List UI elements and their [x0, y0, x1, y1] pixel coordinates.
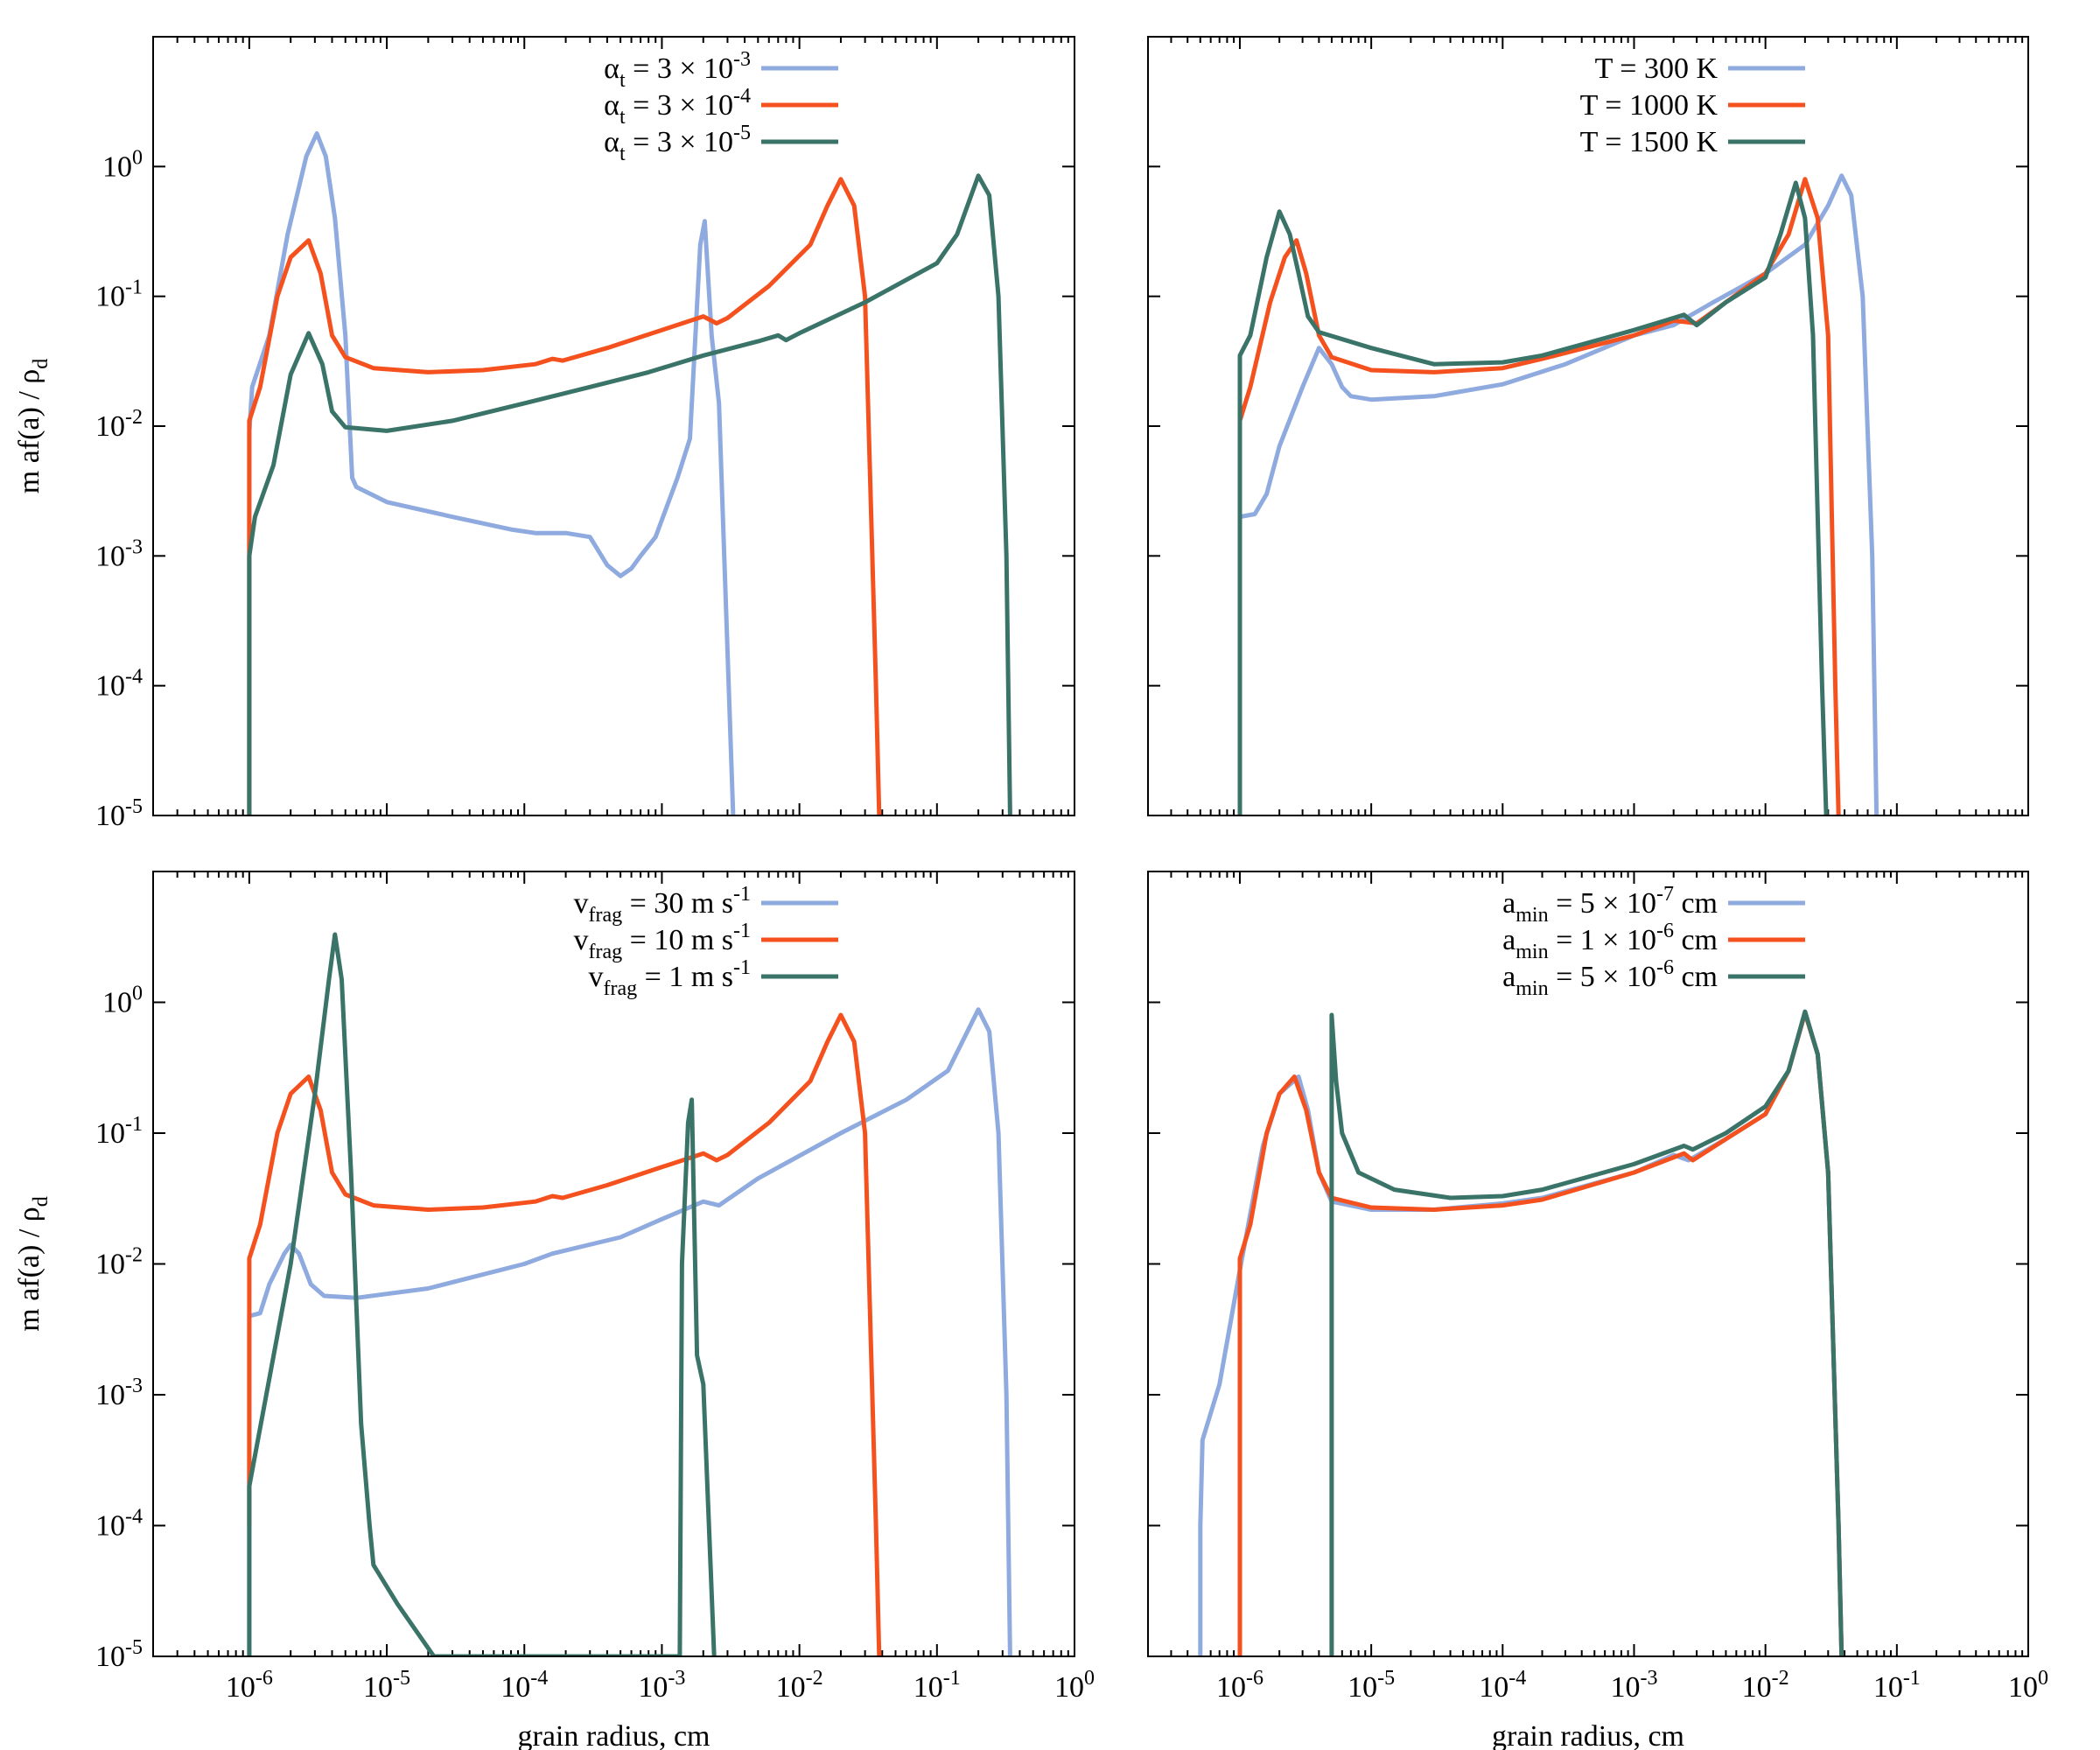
plot-frame	[152, 871, 1075, 1657]
legend-label-3: αt = 3 × 10-5	[604, 122, 751, 165]
panel-3: 10-5 10-4 10-3 10-2 10-1 100 10-6 10-5 10-4 10-3 1…	[13, 871, 1095, 1750]
legend-label-3: T = 1500 K	[1580, 126, 1718, 158]
series-line-2	[247, 1012, 882, 1656]
x-tick-label: 100	[2008, 1667, 2048, 1704]
y-axis-label: m af(a) / ρd	[13, 359, 52, 494]
series-group	[247, 131, 1012, 816]
x-axis-label: grain radius, cm	[518, 1720, 710, 1750]
y-tick-label: 10-1	[95, 1113, 143, 1150]
x-tick-label: 10-4	[500, 1667, 548, 1704]
legend-label-1: vfrag = 30 m s-1	[574, 883, 752, 927]
panel-1: 10-5 10-4 10-3 10-2 10-1 100 m af(a) / ρd αt = …	[13, 36, 1075, 832]
x-tick-label: 10-1	[1873, 1667, 1921, 1704]
series-line-2	[1237, 177, 1841, 816]
y-tick-label: 10-4	[95, 666, 143, 703]
x-axis-label: grain radius, cm	[1492, 1720, 1684, 1750]
series-line-3	[1237, 180, 1829, 816]
panel-4: 10-6 10-5 10-4 10-3 10-2 10-1 100 grain radius,…	[1147, 871, 2048, 1750]
y-tick-label: 100	[102, 983, 143, 1019]
series-group	[1237, 173, 1880, 816]
legend-label-2: T = 1000 K	[1580, 89, 1718, 122]
series-line-1	[247, 1007, 1012, 1656]
y-tick-label: 10-3	[95, 1375, 143, 1411]
y-tick-label: 10-5	[95, 795, 143, 832]
x-tick-label: 10-4	[1479, 1667, 1526, 1704]
x-tick-label: 10-5	[363, 1667, 410, 1704]
x-tick-label: 10-5	[1348, 1667, 1395, 1704]
y-tick-label: 10-3	[95, 536, 143, 572]
series-line-3	[1329, 1009, 1844, 1656]
series-line-1	[1198, 1011, 1844, 1656]
legend-label-1: amin = 5 × 10-7 cm	[1502, 883, 1718, 927]
x-tick-label: 10-6	[1216, 1667, 1264, 1704]
series-line-1	[1237, 173, 1880, 816]
y-tick-label: 100	[102, 146, 143, 183]
legend-label-2: amin = 1 × 10-6 cm	[1502, 920, 1718, 963]
legend-label-3: amin = 5 × 10-6 cm	[1502, 956, 1718, 1000]
x-tick-label: 10-2	[1742, 1667, 1789, 1704]
legend-label-2: vfrag = 10 m s-1	[574, 920, 752, 963]
legend: αt = 3 × 10-3αt = 3 × 10-4αt = 3 × 10-5	[604, 48, 838, 165]
x-tick-label: 10-3	[1610, 1667, 1657, 1704]
legend-label-1: αt = 3 × 10-3	[604, 48, 751, 92]
series-line-3	[247, 932, 717, 1656]
legend: T = 300 K T = 1000 K T = 1500 K	[1580, 52, 1805, 158]
legend-label-3: vfrag = 1 m s-1	[589, 956, 752, 1000]
x-tick-label: 10-1	[914, 1667, 961, 1704]
x-tick-label: 10-2	[776, 1667, 823, 1704]
series-line-2	[247, 177, 882, 816]
axis-ticks	[1147, 36, 2029, 816]
y-tick-label: 10-4	[95, 1506, 143, 1543]
series-group	[247, 932, 1012, 1656]
plot-frame	[152, 36, 1075, 816]
panel-2: T = 300 K T = 1000 K T = 1500 K	[1147, 36, 2029, 816]
y-tick-label: 10-2	[95, 406, 143, 443]
y-axis-label: m af(a) / ρd	[13, 1196, 52, 1332]
y-tick-label: 10-5	[95, 1636, 143, 1673]
plot-frame	[1147, 871, 2029, 1657]
y-tick-label: 10-1	[95, 276, 143, 313]
series-line-1	[247, 131, 736, 816]
y-tick-label: 10-2	[95, 1244, 143, 1281]
series-group	[1198, 1009, 1844, 1656]
legend-label-1: T = 300 K	[1595, 52, 1718, 85]
x-tick-label: 100	[1054, 1667, 1095, 1704]
legend-label-2: αt = 3 × 10-4	[604, 85, 751, 129]
x-tick-label: 10-3	[638, 1667, 685, 1704]
x-tick-label: 10-6	[226, 1667, 273, 1704]
series-line-3	[247, 173, 1012, 816]
plot-frame	[1147, 36, 2029, 816]
